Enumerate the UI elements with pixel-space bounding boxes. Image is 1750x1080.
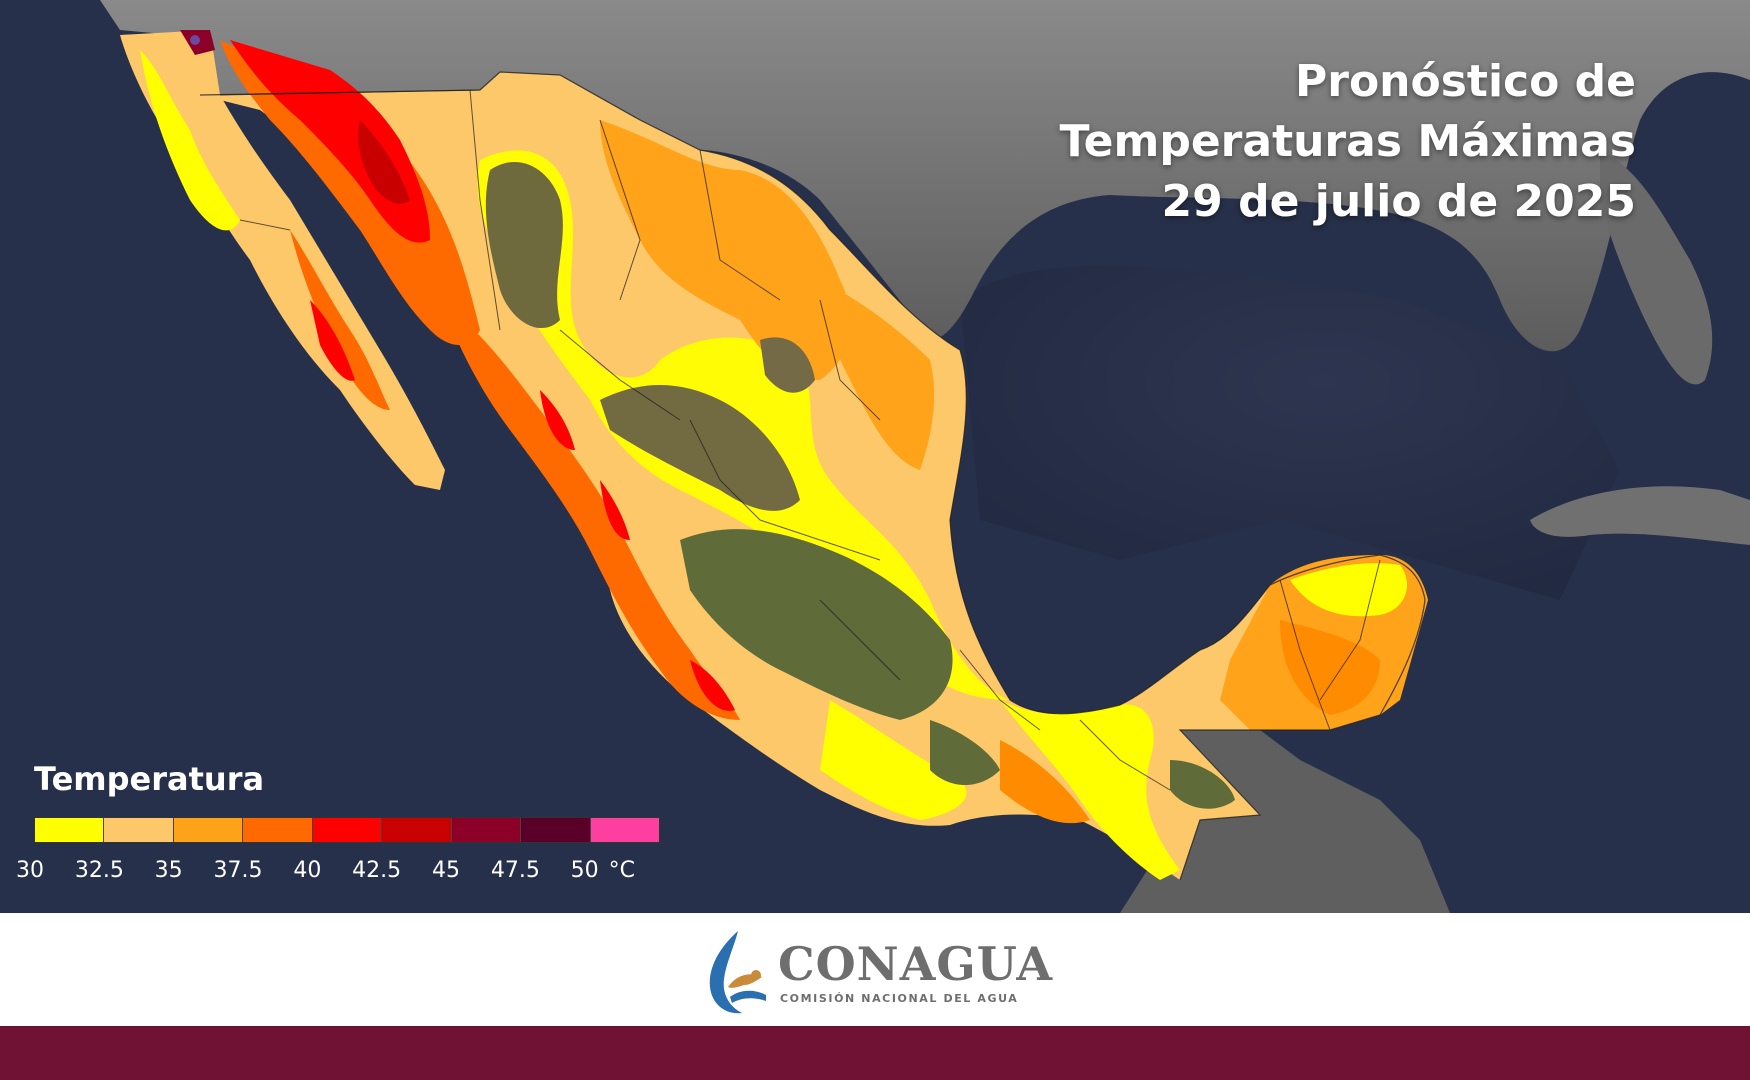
temp-band-37-baja-sur xyxy=(290,230,390,410)
temp-band-37-yucatan xyxy=(1280,620,1380,715)
florida xyxy=(1600,150,1713,385)
highland-chiapas xyxy=(1170,760,1235,809)
map-canvas xyxy=(100,0,1750,913)
temp-band-30-baja xyxy=(140,50,240,231)
highland-durango xyxy=(600,385,800,511)
conagua-emblem-icon xyxy=(709,931,766,1014)
legend-swatch-3 xyxy=(243,818,313,842)
legend-title: Temperatura xyxy=(34,760,265,798)
legend-tick-label: 40 xyxy=(293,858,322,883)
legend-tick-label: 32.5 xyxy=(74,858,124,883)
temp-band-50-point xyxy=(190,35,200,45)
map-title: Pronóstico de Temperaturas Máximas 29 de… xyxy=(1059,52,1636,232)
legend-tick-label: 47.5 xyxy=(490,858,540,883)
legend-tick-label: 35 xyxy=(154,858,183,883)
mexico-coastline xyxy=(199,71,1426,881)
highland-oaxaca xyxy=(930,720,1000,785)
cuba xyxy=(1530,486,1750,545)
title-line-2: Temperaturas Máximas xyxy=(1059,116,1636,167)
legend-tick-label: 37.5 xyxy=(213,858,263,883)
legend-swatch-5 xyxy=(382,818,452,842)
highland-coahuila xyxy=(760,337,815,393)
legend-swatch-6 xyxy=(451,818,522,842)
legend-tick-label: 30 xyxy=(16,858,44,883)
legend-swatch-7 xyxy=(521,818,591,842)
legend-swatch-2 xyxy=(173,818,244,842)
legend-tick-labels: 30 32.5 35 37.5 40 42.5 45 47.5 50 °C xyxy=(0,858,700,888)
temp-band-37-sonora xyxy=(220,40,480,345)
highland-sierra-madre-occ xyxy=(485,161,563,329)
legend-tick-label: 42.5 xyxy=(352,858,402,883)
temp-band-30-yucatan xyxy=(1290,563,1408,617)
legend-color-bar xyxy=(34,817,660,843)
legend-swatch-1 xyxy=(104,818,174,842)
title-line-3: 29 de julio de 2025 xyxy=(1161,176,1636,227)
footer: CONAGUA COMISIÓN NACIONAL DEL AGUA xyxy=(0,913,1750,1026)
conagua-logo: CONAGUA COMISIÓN NACIONAL DEL AGUA xyxy=(700,927,1060,1017)
title-line-1: Pronóstico de xyxy=(1295,56,1636,107)
gulf-of-mexico xyxy=(960,265,1620,600)
org-name: CONAGUA xyxy=(778,937,1054,991)
temp-band-40-nayarit xyxy=(600,480,630,540)
temp-band-35-north xyxy=(600,120,851,380)
legend-swatch-8 xyxy=(590,818,659,842)
temp-band-37-pacific xyxy=(440,300,740,720)
temp-band-30-south xyxy=(1000,700,1180,880)
legend-swatch-0 xyxy=(35,818,105,842)
temp-band-42-sonora xyxy=(358,120,410,204)
map-area: Pronóstico de Temperaturas Máximas 29 de… xyxy=(0,0,1750,913)
temp-band-37-oaxaca xyxy=(1000,740,1090,824)
legend-swatch-4 xyxy=(312,818,383,842)
legend-tick-label: 45 xyxy=(432,858,460,883)
temp-band-40-baja-sur xyxy=(310,300,355,381)
legend-unit-label: °C xyxy=(608,858,636,883)
bottom-color-band xyxy=(0,1026,1750,1080)
temp-band-35-tamaulipas xyxy=(820,280,935,470)
temp-band-40-michoacan xyxy=(690,660,735,711)
highland-central-plateau xyxy=(680,529,953,720)
org-subtitle: COMISIÓN NACIONAL DEL AGUA xyxy=(780,992,1019,1005)
legend-tick-label: 50 xyxy=(570,858,599,883)
usa-landmass xyxy=(100,0,1750,352)
temp-band-30-oaxaca xyxy=(820,700,967,820)
temp-band-40-sinaloa xyxy=(540,390,575,450)
